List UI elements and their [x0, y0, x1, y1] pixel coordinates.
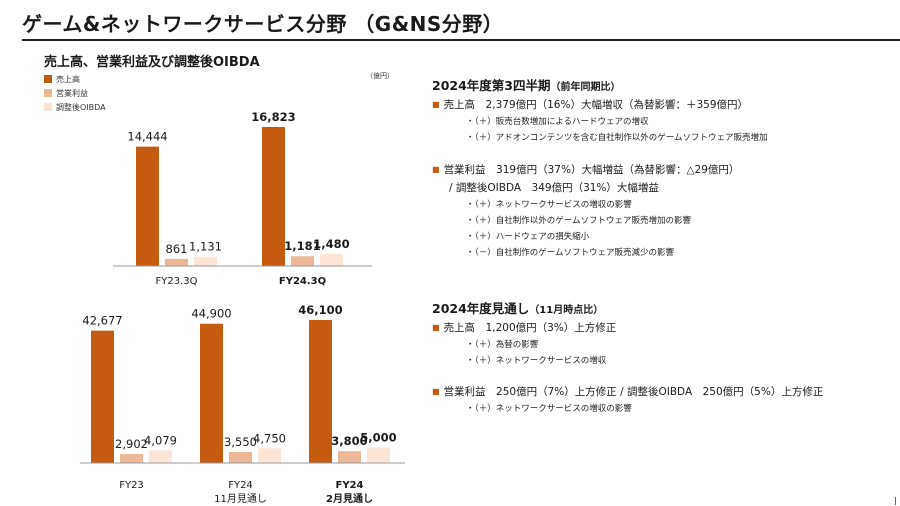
outlook-heading: 2024年度見通し（11月時点比）: [432, 298, 603, 317]
page-title: ゲーム&ネットワークサービス分野 （G&NS分野）: [22, 12, 504, 36]
bar-operating-income: [338, 451, 361, 463]
q3-oibda-text: / 調整後OIBDA 349億円（31%）大幅増益: [449, 182, 659, 194]
bar-oibda: [367, 447, 390, 463]
outlook-heading-sub: （11月時点比）: [529, 305, 604, 316]
data-label-operating-income: 3,550: [224, 435, 257, 449]
chart-legend: 売上高 営業利益 調整後OIBDA: [44, 72, 106, 114]
legend-label-oibda: 調整後OIBDA: [56, 102, 106, 112]
bar-oibda: [258, 448, 281, 463]
q3-heading-sub: （前年同期比）: [550, 82, 621, 93]
q3-revenue-detail: ・（＋）販売台数増加によるハードウェアの増収: [466, 117, 649, 127]
data-label-oibda: 1,480: [313, 237, 349, 251]
legend-label-revenue: 売上高: [56, 74, 80, 84]
title-divider: [22, 39, 900, 41]
legend-label-operating-income: 営業利益: [56, 88, 88, 98]
data-label-operating-income: 861: [166, 242, 188, 256]
bullet-square-icon: ■: [432, 323, 440, 332]
bar-oibda: [194, 256, 217, 266]
category-label: FY24: [336, 480, 364, 491]
legend-swatch-oibda: [44, 103, 52, 111]
q3-income-detail: ・（＋）自社制作以外のゲームソフトウェア販売増加の影響: [466, 216, 691, 226]
legend-swatch-revenue: [44, 75, 52, 83]
chart-unit-label: （億円）: [366, 72, 394, 80]
bar-revenue: [262, 127, 285, 266]
outlook-income-text: 営業利益 250億円（7%）上方修正 / 調整後OIBDA 250億円（5%）上…: [443, 386, 824, 398]
outlook-heading-title: 2024年度見通し: [432, 301, 530, 316]
data-label-oibda: 5,000: [360, 430, 396, 444]
category-label: 2月見通し: [326, 493, 373, 505]
page-marker: [895, 497, 896, 505]
bar-operating-income: [120, 453, 143, 463]
data-label-operating-income: 3,800: [331, 434, 367, 448]
bar-operating-income: [165, 258, 188, 266]
bar-oibda: [149, 450, 172, 463]
q3-heading: 2024年度第3四半期（前年同期比）: [432, 75, 621, 94]
outlook-revenue-detail: ・（＋）ネットワークサービスの増収: [466, 356, 607, 366]
bar-revenue: [136, 146, 159, 266]
data-label-revenue: 14,444: [127, 130, 167, 144]
data-label-oibda: 1,131: [189, 240, 222, 254]
q3-heading-title: 2024年度第3四半期: [432, 78, 551, 93]
q3-income-detail: ・（＋）ネットワークサービスの増収の影響: [466, 200, 632, 210]
bullet-square-icon: ■: [432, 165, 440, 174]
data-label-revenue: 42,677: [82, 314, 122, 328]
q3-income-detail: ・（＋）ハードウェアの損失縮小: [466, 232, 590, 242]
category-label: 11月見通し: [214, 493, 267, 505]
category-label: FY23.3Q: [156, 276, 198, 287]
bar-operating-income: [229, 451, 252, 463]
data-label-operating-income: 1,181: [284, 239, 320, 253]
data-label-operating-income: 2,902: [115, 437, 148, 451]
q3-revenue-bullet: ■ 売上高 2,379億円（16%）大幅増収（為替影響：＋359億円）: [432, 97, 748, 112]
data-label-revenue: 44,900: [191, 307, 231, 321]
bullet-square-icon: ■: [432, 387, 440, 396]
category-label: FY24: [228, 480, 253, 491]
bar-revenue: [91, 330, 114, 463]
category-label: FY23: [119, 480, 144, 491]
outlook-revenue-bullet: ■ 売上高 1,200億円（3%）上方修正: [432, 320, 616, 335]
q3-revenue-text: 売上高 2,379億円（16%）大幅増収（為替影響：＋359億円）: [443, 99, 748, 111]
bar-operating-income: [291, 256, 314, 266]
bullet-square-icon: ■: [432, 100, 440, 109]
q3-income-text: 営業利益 319億円（37%）大幅増益（為替影響：△29億円）: [443, 164, 740, 176]
data-label-oibda: 4,079: [144, 433, 177, 447]
legend-item-revenue: 売上高: [44, 72, 106, 86]
data-label-revenue: 16,823: [251, 110, 295, 124]
data-label-oibda: 4,750: [253, 431, 286, 445]
bar-oibda: [320, 253, 343, 266]
bar-revenue: [200, 323, 223, 463]
outlook-income-bullet: ■ 営業利益 250億円（7%）上方修正 / 調整後OIBDA 250億円（5%）…: [432, 384, 823, 399]
chart-panel-title: 売上高、営業利益及び調整後OIBDA: [44, 55, 260, 70]
q3-income-detail: ・（－）自社制作のゲームソフトウェア販売減少の影響: [466, 248, 674, 258]
outlook-income-detail: ・（＋）ネットワークサービスの増収の影響: [466, 404, 632, 414]
legend-swatch-operating-income: [44, 89, 52, 97]
bar-revenue: [309, 320, 332, 463]
outlook-revenue-detail: ・（＋）為替の影響: [466, 340, 539, 350]
data-label-revenue: 46,100: [298, 303, 342, 317]
category-label: FY24.3Q: [279, 276, 326, 287]
legend-item-operating-income: 営業利益: [44, 86, 106, 100]
legend-item-oibda: 調整後OIBDA: [44, 100, 106, 114]
outlook-revenue-text: 売上高 1,200億円（3%）上方修正: [443, 322, 617, 334]
q3-revenue-detail: ・（＋）アドオンコンテンツを含む自社制作以外のゲームソフトウェア販売増加: [466, 133, 768, 143]
q3-income-bullet: ■ 営業利益 319億円（37%）大幅増益（為替影響：△29億円）: [432, 162, 739, 177]
